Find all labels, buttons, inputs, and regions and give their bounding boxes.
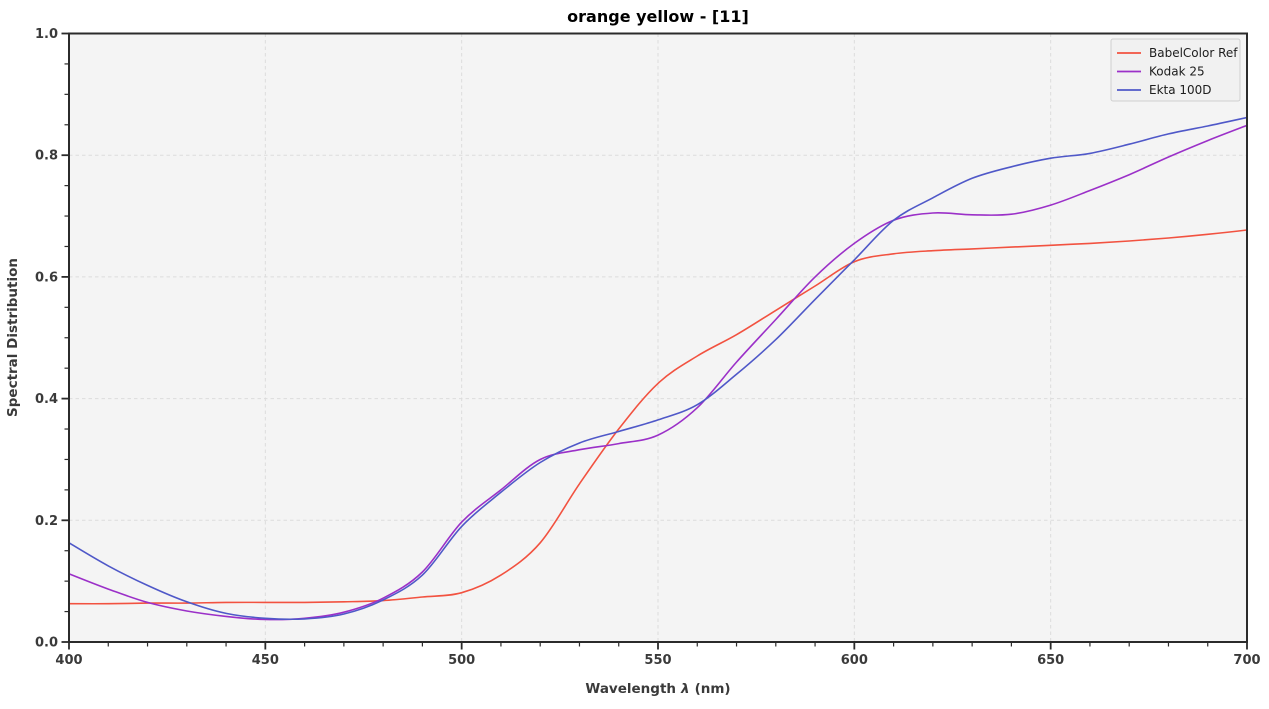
legend-label-babelcolor-ref: BabelColor Ref (1149, 46, 1238, 60)
chart-title: orange yellow - [11] (567, 7, 749, 26)
x-tick-label: 400 (55, 653, 82, 668)
legend: BabelColor Ref Kodak 25 Ekta 100D (1110, 38, 1241, 102)
x-tick-label: 700 (1233, 653, 1260, 668)
series-line-ekta-100d (69, 116, 1247, 621)
y-tick-label: 0.0 (35, 636, 58, 651)
x-tick-label: 550 (644, 653, 671, 668)
y-tick-label: 1.0 (35, 27, 58, 42)
x-tick-label: 450 (252, 653, 279, 668)
x-axis-label-unit: (nm) (695, 681, 731, 697)
y-tick-label: 0.4 (35, 392, 58, 407)
series-line-babelcolor-ref (69, 229, 1247, 605)
x-axis-label: Wavelength λ (nm) (585, 681, 730, 697)
x-axis-label-lambda-symbol: λ (680, 681, 690, 697)
x-tick-label: 500 (448, 653, 475, 668)
y-tick-label: 0.6 (35, 270, 58, 285)
x-tick-label: 650 (1037, 653, 1064, 668)
series-lines (69, 116, 1247, 621)
y-tick-label: 0.8 (35, 149, 58, 164)
y-tick-label: 0.2 (35, 514, 58, 529)
gridlines (69, 33, 1247, 642)
axis-ticks (61, 32, 1248, 650)
x-tick-label: 600 (841, 653, 868, 668)
legend-label-kodak-25: Kodak 25 (1149, 65, 1205, 79)
legend-item-ekta-100d: Ekta 100D (1117, 83, 1212, 97)
legend-item-babelcolor-ref: BabelColor Ref (1117, 46, 1238, 60)
x-axis-label-text: Wavelength (585, 681, 676, 697)
legend-item-kodak-25: Kodak 25 (1117, 65, 1205, 79)
y-axis-label: Spectral Distribution (5, 258, 21, 417)
legend-box (1110, 38, 1241, 102)
axes-spines (68, 32, 1248, 643)
series-line-kodak-25 (69, 124, 1247, 621)
legend-label-ekta-100d: Ekta 100D (1149, 83, 1212, 97)
axis-tick-labels: 400 450 500 550 600 650 700 0.0 0.2 0.4 0.6 0.8 1.0 (35, 27, 1261, 668)
